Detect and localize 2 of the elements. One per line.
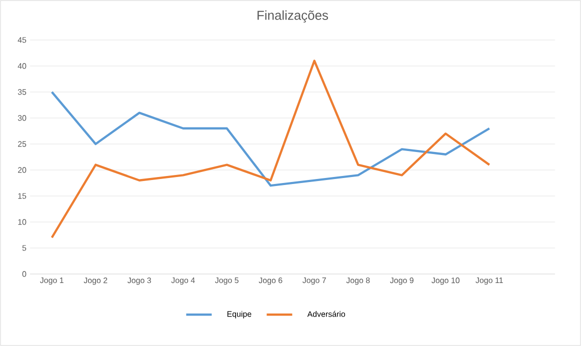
line-series bbox=[50, 60, 490, 239]
chart-title: Finalizações bbox=[258, 10, 328, 23]
